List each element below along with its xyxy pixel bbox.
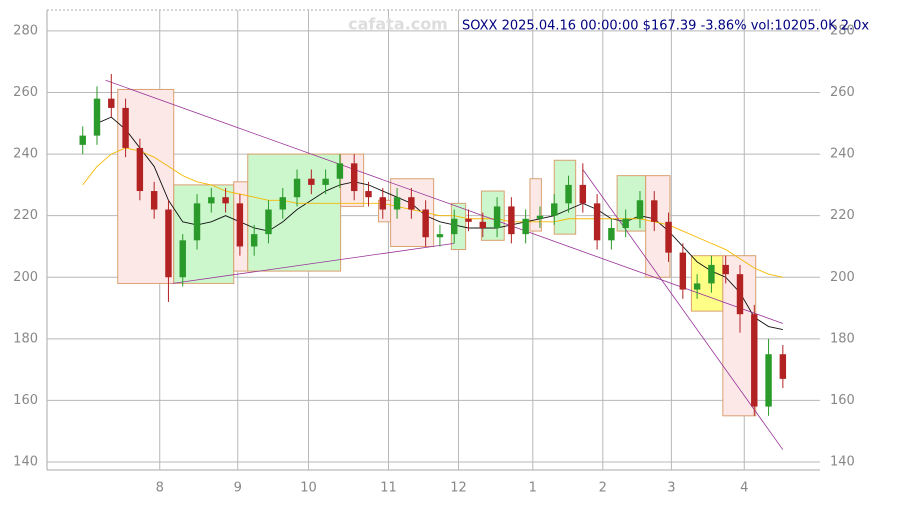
candle-body [393, 197, 401, 210]
candle-body [422, 209, 429, 238]
boxes [117, 88, 757, 417]
y-tick-label: 260 [13, 85, 38, 100]
candle-body [665, 221, 672, 253]
y-tick-label-right: 280 [830, 23, 855, 38]
trend-line [172, 242, 455, 284]
candle-body [336, 163, 344, 179]
candle-body [250, 234, 258, 247]
candle-body [493, 206, 501, 228]
price-box [529, 178, 542, 232]
y-tick-label: 200 [13, 270, 38, 285]
candle-body [622, 218, 629, 228]
marks [79, 74, 787, 450]
y-tick-label: 240 [13, 147, 38, 162]
x-tick-label: 4 [740, 481, 748, 496]
candle-body [679, 252, 687, 290]
candle-body [736, 274, 744, 315]
candle-body [765, 354, 772, 407]
candle-body [608, 227, 615, 241]
candle-body [565, 184, 572, 204]
candle-body [536, 215, 544, 219]
y-tick-label: 160 [13, 393, 38, 408]
candle-body [751, 314, 758, 407]
x-tick-label: 8 [156, 481, 164, 496]
y-tick-label-right: 200 [830, 270, 855, 285]
candle-body [236, 203, 244, 247]
candle-body [108, 98, 115, 108]
candle-body [136, 147, 144, 192]
candle-body [479, 221, 487, 228]
y-tick-label: 280 [13, 23, 38, 38]
x-tick-label: 9 [234, 481, 242, 496]
x-tick-label: 12 [450, 481, 467, 496]
y-tick-label: 180 [13, 331, 38, 346]
candle-body [651, 200, 658, 222]
candle-body [193, 203, 201, 241]
candle-body [165, 209, 172, 278]
price-box [553, 159, 577, 235]
candle-body [350, 163, 358, 192]
candle-body [122, 107, 129, 148]
candle-body [408, 197, 415, 210]
candle-body [179, 240, 186, 278]
price-box [247, 153, 342, 272]
candle-body [693, 283, 701, 290]
candle-body [208, 197, 215, 204]
y-tick-label: 140 [13, 454, 38, 469]
y-tick-label: 220 [13, 208, 38, 223]
y-tick-label-right: 180 [830, 331, 855, 346]
candle-body [593, 203, 601, 241]
candle-body [708, 264, 715, 284]
candle-body [365, 191, 372, 198]
price-box [690, 255, 724, 312]
y-tick-label-right: 160 [830, 393, 855, 408]
y-tick-label-right: 220 [830, 208, 855, 223]
x-tick-label: 2 [599, 481, 607, 496]
candle-body [279, 197, 286, 210]
candle-body [322, 178, 329, 185]
watermark: cafata.com [348, 15, 448, 34]
y-tick-label-right: 140 [830, 454, 855, 469]
x-tick-label: 11 [380, 481, 397, 496]
candle-body [779, 354, 787, 379]
candle-body [465, 218, 472, 222]
trend-line [105, 79, 783, 324]
candle-body [293, 178, 301, 198]
candle-body [93, 98, 101, 136]
candle-body [308, 178, 315, 185]
x-tick-label: 1 [529, 481, 537, 496]
candle-body [522, 218, 529, 235]
candle-body [265, 209, 272, 235]
candle-body [451, 218, 458, 235]
candle-body [636, 200, 644, 219]
x-tick-label: 10 [300, 481, 317, 496]
x-tick-label: 3 [667, 481, 675, 496]
candle-body [150, 191, 158, 210]
candle-body [379, 197, 386, 210]
candle-body [722, 264, 729, 275]
candle-body [222, 197, 229, 204]
candle-body [508, 206, 515, 235]
y-tick-label-right: 240 [830, 147, 855, 162]
price-box [480, 190, 505, 241]
y-tick-label-right: 260 [830, 85, 855, 100]
candle-body [551, 203, 558, 216]
chart-title: SOXX 2025.04.16 00:00:00 $167.39 -3.86% … [462, 19, 869, 34]
trend-line [582, 169, 784, 450]
candle-body [436, 234, 444, 238]
candle-body [79, 135, 86, 145]
candle-body [579, 184, 587, 204]
